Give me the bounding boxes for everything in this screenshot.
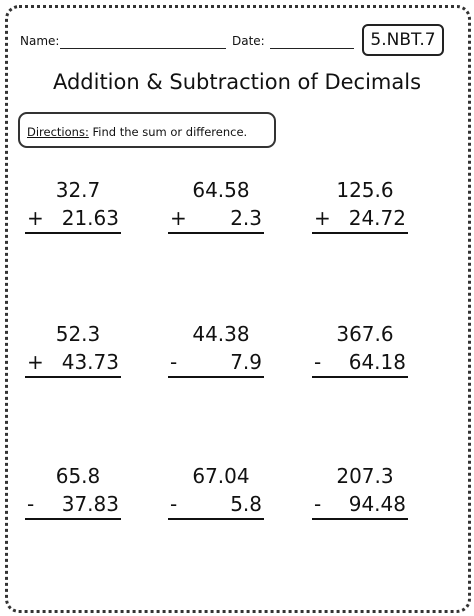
bottom-line: +43.73 (25, 348, 121, 378)
bottom-number: 37.83 (61, 492, 119, 516)
bottom-number: 24.72 (348, 206, 406, 230)
operator: - (27, 492, 35, 516)
problem: 207.3- 94.48 (312, 462, 408, 520)
problem: 367.6- 64.18 (312, 320, 408, 378)
directions-box: Directions: Find the sum or difference. (18, 112, 276, 148)
standard-box: 5.NBT.7 (362, 24, 444, 56)
top-number: 67.04 (192, 464, 250, 488)
bottom-line: - 64.18 (312, 348, 408, 378)
bottom-number: 21.63 (61, 206, 119, 230)
bottom-line: +2.3 (168, 204, 264, 234)
top-number: 367.6 (336, 322, 394, 346)
problem: 32.7 +21.63 (25, 176, 121, 234)
bottom-number: 7.9 (230, 350, 262, 374)
bottom-number: 94.48 (348, 492, 406, 516)
problem: 125.6 +24.72 (312, 176, 408, 234)
date-blank (270, 48, 354, 49)
problem: 44.38- 7.9 (168, 320, 264, 378)
problem: 65.8- 37.83 (25, 462, 121, 520)
bottom-line: +24.72 (312, 204, 408, 234)
date-label: Date: (232, 34, 265, 48)
directions-text: Find the sum or difference. (92, 125, 248, 139)
top-number: 52.3 (55, 322, 101, 346)
bottom-number: 64.18 (348, 350, 406, 374)
bottom-line: +21.63 (25, 204, 121, 234)
operator: - (170, 350, 178, 374)
name-blank (60, 48, 226, 49)
bottom-number: 43.73 (61, 350, 119, 374)
top-number: 44.38 (192, 322, 250, 346)
title: Addition & Subtraction of Decimals (52, 70, 422, 94)
page-border (5, 5, 471, 613)
operator: + (314, 206, 331, 230)
operator: - (314, 492, 322, 516)
top-number: 64.58 (192, 178, 250, 202)
directions-label: Directions: (27, 125, 89, 139)
operator: - (314, 350, 322, 374)
operator: + (27, 206, 44, 230)
top-number: 207.3 (336, 464, 394, 488)
bottom-line: - 94.48 (312, 490, 408, 520)
operator: + (170, 206, 187, 230)
bottom-line: - 7.9 (168, 348, 264, 378)
top-number: 32.7 (55, 178, 101, 202)
bottom-number: 2.3 (230, 206, 262, 230)
name-label: Name: (20, 34, 60, 48)
bottom-number: 5.8 (230, 492, 262, 516)
top-number: 65.8 (55, 464, 101, 488)
problem: 64.58 +2.3 (168, 176, 264, 234)
problem: 67.04- 5.8 (168, 462, 264, 520)
operator: - (170, 492, 178, 516)
bottom-line: - 37.83 (25, 490, 121, 520)
problem: 52.3 +43.73 (25, 320, 121, 378)
bottom-line: - 5.8 (168, 490, 264, 520)
top-number: 125.6 (336, 178, 394, 202)
operator: + (27, 350, 44, 374)
